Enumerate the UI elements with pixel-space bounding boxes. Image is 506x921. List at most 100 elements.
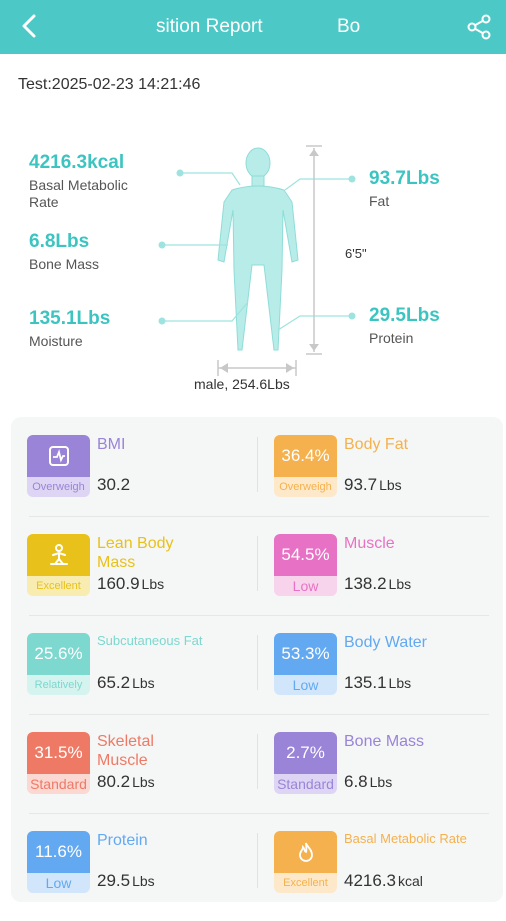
metric-card-protein[interactable]: 11.6% Low Protein 29.5 Lbs (27, 831, 257, 921)
metric-percent: 11.6% (27, 831, 90, 873)
protein-metric: 29.5Lbs Protein (369, 305, 440, 347)
chevron-left-icon[interactable] (16, 11, 44, 41)
metric-number: 135.1 (344, 673, 387, 692)
metric-percent: 54.5% (274, 534, 337, 576)
moisture-label: Moisture (29, 333, 83, 349)
metric-name: Basal Metabolic Rate (344, 831, 467, 846)
protein-label: Protein (369, 330, 414, 346)
metric-badge: Excellent (27, 534, 90, 596)
height-label: 6'5" (345, 246, 367, 261)
divider (257, 536, 258, 591)
metric-percent: 2.7% (274, 732, 337, 774)
divider (257, 833, 258, 888)
metric-name: Muscle (344, 535, 395, 552)
metric-value: 93.7 Lbs (344, 475, 402, 495)
status-badge: Overweigh (274, 477, 337, 497)
metric-card-subcutaneous-fat[interactable]: 25.6% Relatively Subcutaneous Fat 65.2 Lbs (27, 633, 257, 723)
metric-name: Body Fat (344, 436, 409, 453)
pulse-icon (27, 435, 90, 477)
metric-number: 30.2 (97, 475, 131, 494)
metric-name: Protein (97, 832, 148, 849)
metric-card-body-fat[interactable]: 36.4% Overweigh Body Fat 93.7 Lbs (274, 435, 504, 525)
bone-mass-metric: 6.8Lbs Bone Mass (29, 231, 99, 273)
status-badge: Relatively (27, 675, 90, 695)
metric-card-body-water[interactable]: 53.3% Low Body Water 135.1 Lbs (274, 633, 504, 723)
metric-value: 4216.3 kcal (344, 871, 423, 891)
metric-badge: 53.3% Low (274, 633, 337, 695)
metric-number: 29.5 (97, 871, 131, 890)
metric-name: Bone Mass (344, 733, 425, 750)
flame-icon (274, 831, 337, 873)
bone-mass-value: 6.8Lbs (29, 231, 90, 252)
metric-badge: 36.4% Overweigh (274, 435, 337, 497)
metric-badge: 11.6% Low (27, 831, 90, 893)
metric-number: 160.9 (97, 574, 140, 593)
metric-unit: Lbs (369, 774, 393, 790)
body-figure (158, 145, 356, 376)
metric-number: 93.7 (344, 475, 378, 494)
metric-number: 80.2 (97, 772, 131, 791)
fat-label: Fat (369, 193, 390, 209)
bone-mass-label: Bone Mass (29, 256, 100, 272)
metric-name: Skeletal Muscle (97, 733, 154, 769)
metric-card-bmi[interactable]: Overweigh BMI 30.2 (27, 435, 257, 525)
metric-name: Subcutaneous Fat (97, 633, 203, 648)
status-badge: Overweigh (27, 477, 90, 497)
sex-weight-label: male, 254.6Lbs (194, 376, 290, 392)
moisture-metric: 135.1Lbs Moisture (29, 308, 110, 350)
divider (257, 437, 258, 492)
metric-value: 30.2 (97, 475, 130, 495)
protein-value: 29.5Lbs (369, 305, 440, 326)
top-bar: sition Report Bo (0, 0, 506, 54)
metric-card-lean-body-mass[interactable]: Excellent Lean Body Mass 160.9 Lbs (27, 534, 257, 624)
metric-value: 80.2 Lbs (97, 772, 155, 792)
metric-card-basal-metabolic-rate[interactable]: Excellent Basal Metabolic Rate 4216.3 kcal (274, 831, 504, 921)
status-badge: Standard (27, 774, 90, 794)
fat-metric: 93.7Lbs Fat (369, 168, 440, 210)
metric-badge: Overweigh (27, 435, 90, 497)
metric-card-muscle[interactable]: 54.5% Low Muscle 138.2 Lbs (274, 534, 504, 624)
status-badge: Excellent (27, 576, 90, 596)
basal-metabolic-value: 4216.3kcal (29, 152, 125, 173)
status-badge: Excellent (274, 873, 337, 893)
metric-card-bone-mass[interactable]: 2.7% Standard Bone Mass 6.8 Lbs (274, 732, 504, 822)
metric-percent: 36.4% (274, 435, 337, 477)
person-icon (27, 534, 90, 576)
metric-number: 138.2 (344, 574, 387, 593)
divider (29, 516, 489, 517)
metric-unit: Lbs (141, 576, 165, 592)
metric-unit: Lbs (388, 576, 412, 592)
metric-card-skeletal-muscle[interactable]: 31.5% Standard Skeletal Muscle 80.2 Lbs (27, 732, 257, 822)
divider (29, 714, 489, 715)
divider (257, 635, 258, 690)
tab-composition-report[interactable]: sition Report (156, 16, 263, 37)
metric-unit: Lbs (132, 675, 155, 691)
basal-metabolic-label: Basal Metabolic Rate (29, 177, 128, 210)
status-badge: Low (27, 873, 90, 893)
tab-body[interactable]: Bo (337, 16, 361, 37)
metric-value: 160.9 Lbs (97, 574, 164, 594)
metric-badge: 25.6% Relatively (27, 633, 90, 695)
metric-unit: Lbs (379, 477, 402, 493)
divider (29, 813, 489, 814)
metric-unit: Lbs (388, 675, 412, 691)
status-badge: Low (274, 675, 337, 695)
metric-value: 135.1 Lbs (344, 673, 411, 693)
metrics-panel: Overweigh BMI 30.2 36.4% Overweigh Body Fat 93… (11, 417, 503, 902)
status-badge: Standard (274, 774, 337, 794)
metric-unit: Lbs (132, 873, 155, 889)
metric-badge: Excellent (274, 831, 337, 893)
metric-badge: 54.5% Low (274, 534, 337, 596)
metric-name: Lean Body Mass (97, 535, 174, 571)
metric-percent: 25.6% (27, 633, 90, 675)
divider (257, 734, 258, 789)
metric-unit: Lbs (132, 774, 155, 790)
metric-value: 65.2 Lbs (97, 673, 155, 693)
share-icon[interactable] (464, 12, 494, 42)
metric-name: Body Water (344, 634, 427, 651)
metric-number: 4216.3 (344, 871, 396, 890)
metric-unit: kcal (398, 873, 423, 889)
metric-number: 6.8 (344, 772, 368, 791)
metric-value: 6.8 Lbs (344, 772, 392, 792)
divider (29, 615, 489, 616)
